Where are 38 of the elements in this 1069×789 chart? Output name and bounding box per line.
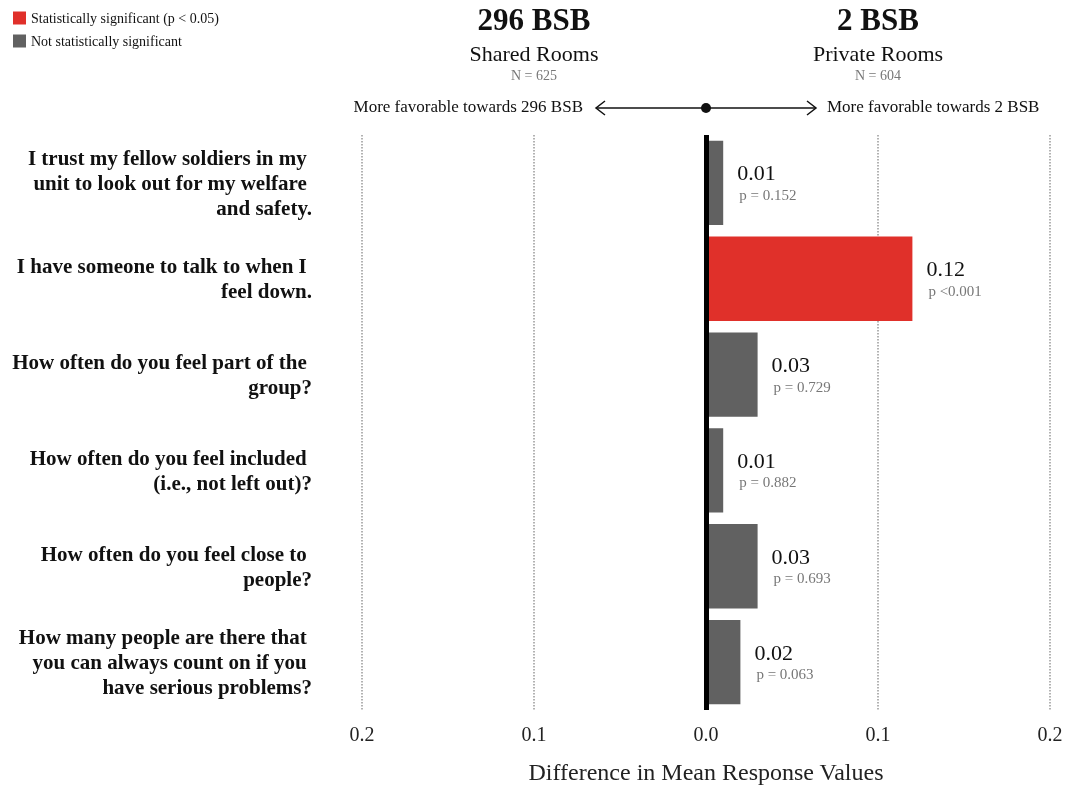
annotation: p <0.001 (928, 282, 982, 299)
data-label: 0.02 (754, 639, 793, 665)
annotation: p = 0.693 (773, 570, 831, 587)
bar (706, 619, 741, 705)
bar (706, 236, 913, 321)
data-label: 0.03 (771, 352, 811, 378)
x-tick-label: 0.1 (521, 723, 547, 745)
data-label: 0.12 (926, 256, 965, 282)
text: Shared Rooms (469, 40, 599, 66)
annotation: p = 0.729 (773, 378, 831, 395)
x-tick-label: 0.1 (865, 723, 891, 745)
bar (706, 524, 758, 609)
annotation: p = 0.882 (739, 474, 797, 491)
y-tick-label: How many people are there that you can always count on if you have serious problems? (18, 625, 312, 700)
legend-label: Not statistically significant (31, 33, 182, 49)
y-tick-label: How often do you feel included (i.e., not left out)? (29, 445, 312, 495)
y-tick-label: How often do you feel close to people? (40, 541, 312, 591)
y-tick-label: I have someone to talk to when I feel down. (16, 254, 312, 304)
text: More favorable towards 296 BSB (353, 97, 583, 116)
x-tick-label: 0.2 (349, 723, 375, 745)
data-label: 0.01 (737, 160, 776, 186)
x-tick-label: 0.0 (693, 723, 719, 745)
annotation: p = 0.152 (739, 186, 797, 203)
text: Private Rooms (812, 40, 944, 66)
text: 296 BSB (477, 2, 591, 37)
text: N = 625 (510, 67, 558, 83)
x-tick-label: 0.2 (1037, 723, 1063, 745)
data-label: 0.01 (737, 447, 776, 473)
bar (706, 332, 758, 417)
y-tick-label: How often do you feel part of the group? (12, 350, 312, 400)
y-tick-label: I trust my fellow soldiers in my unit to look out for my welfare and safety. (27, 145, 312, 220)
x-axis-title: Difference in Mean Response Values (528, 759, 884, 785)
data-label: 0.03 (771, 543, 811, 569)
annotation: p = 0.063 (756, 666, 814, 683)
text: More favorable towards 2 BSB (827, 97, 1040, 116)
legend-label: Statistically significant (p < 0.05) (31, 10, 220, 27)
text: 2 BSB (837, 2, 919, 37)
text: N = 604 (854, 67, 902, 83)
